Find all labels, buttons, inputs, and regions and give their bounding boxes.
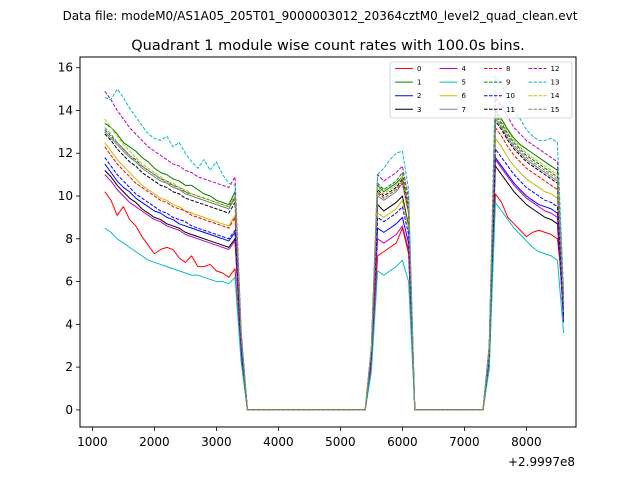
legend-label-14: 14 [551,92,560,100]
x-axis-offset-label: +2.9997e8 [508,455,575,469]
x-tick-label: 2000 [139,435,170,449]
y-tick-label: 12 [58,146,73,160]
legend-label-0: 0 [417,65,421,73]
legend-label-3: 3 [417,106,421,114]
y-tick-label: 6 [65,275,73,289]
legend-label-15: 15 [551,106,560,114]
legend-label-1: 1 [417,79,421,87]
legend-label-4: 4 [462,65,467,73]
series-line-15 [104,116,565,411]
legend-label-13: 13 [551,79,560,87]
y-tick-label: 16 [58,61,73,75]
legend-label-10: 10 [506,92,515,100]
legend-frame [389,61,573,119]
legend-label-5: 5 [462,79,466,87]
x-tick-label: 7000 [449,435,480,449]
figure-suptitle: Data file: modeM0/AS1A05_205T01_90000030… [63,9,578,23]
x-tick-label: 3000 [201,435,232,449]
x-tick-label: 8000 [511,435,542,449]
x-tick-label: 1000 [77,435,108,449]
y-tick-label: 14 [58,103,73,117]
y-tick-label: 10 [58,189,73,203]
legend-label-8: 8 [506,65,510,73]
legend-label-7: 7 [462,106,466,114]
y-tick-label: 4 [65,317,73,331]
y-axis: 0 2 4 6 8 10 12 14 16 [58,61,80,417]
legend-label-12: 12 [551,65,560,73]
y-tick-label: 2 [65,360,73,374]
plot-area-frame [79,56,577,428]
series-layer [104,75,565,411]
x-axis: 1000 2000 3000 4000 5000 6000 7000 8000 [77,427,542,449]
series-line-12 [104,90,565,411]
y-tick-label: 8 [65,232,73,246]
chart-title: Quadrant 1 module wise count rates with … [131,38,525,54]
x-tick-label: 4000 [263,435,294,449]
x-tick-label: 5000 [325,435,356,449]
legend-label-11: 11 [506,106,515,114]
y-tick-label: 0 [65,403,73,417]
legend-label-6: 6 [462,92,467,100]
legend-label-9: 9 [506,79,510,87]
legend-label-2: 2 [417,92,421,100]
x-tick-label: 6000 [387,435,418,449]
